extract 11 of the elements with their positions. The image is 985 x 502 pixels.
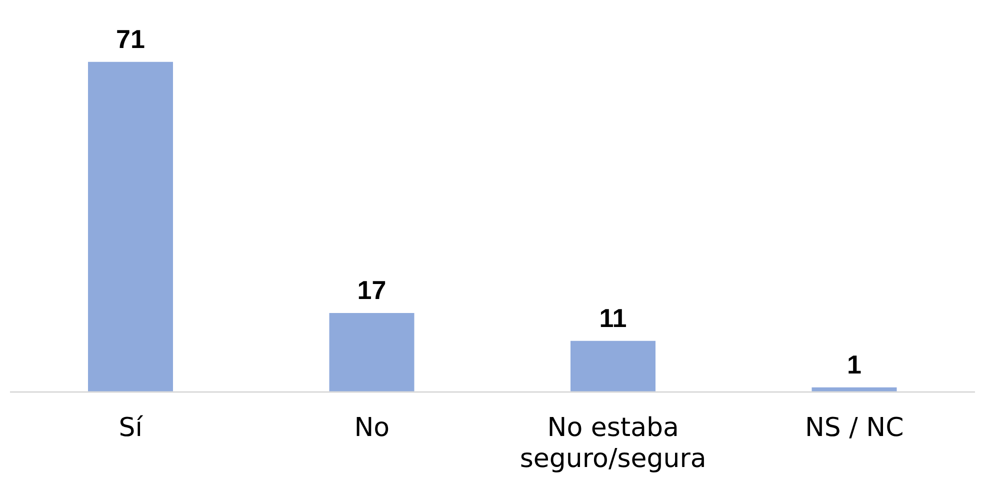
bar [570, 340, 656, 392]
data-label: 71 [116, 24, 145, 54]
data-label: 1 [847, 349, 862, 380]
data-label: 17 [357, 274, 386, 305]
x-tick-label: No [354, 413, 390, 443]
bar [88, 62, 173, 392]
x-tick-label: No estaba seguro/segura [520, 413, 706, 474]
x-tick-label: NS / NC [804, 413, 904, 443]
x-tick-label: Sí [118, 413, 144, 443]
data-label: 11 [599, 302, 627, 333]
bar [329, 312, 414, 392]
